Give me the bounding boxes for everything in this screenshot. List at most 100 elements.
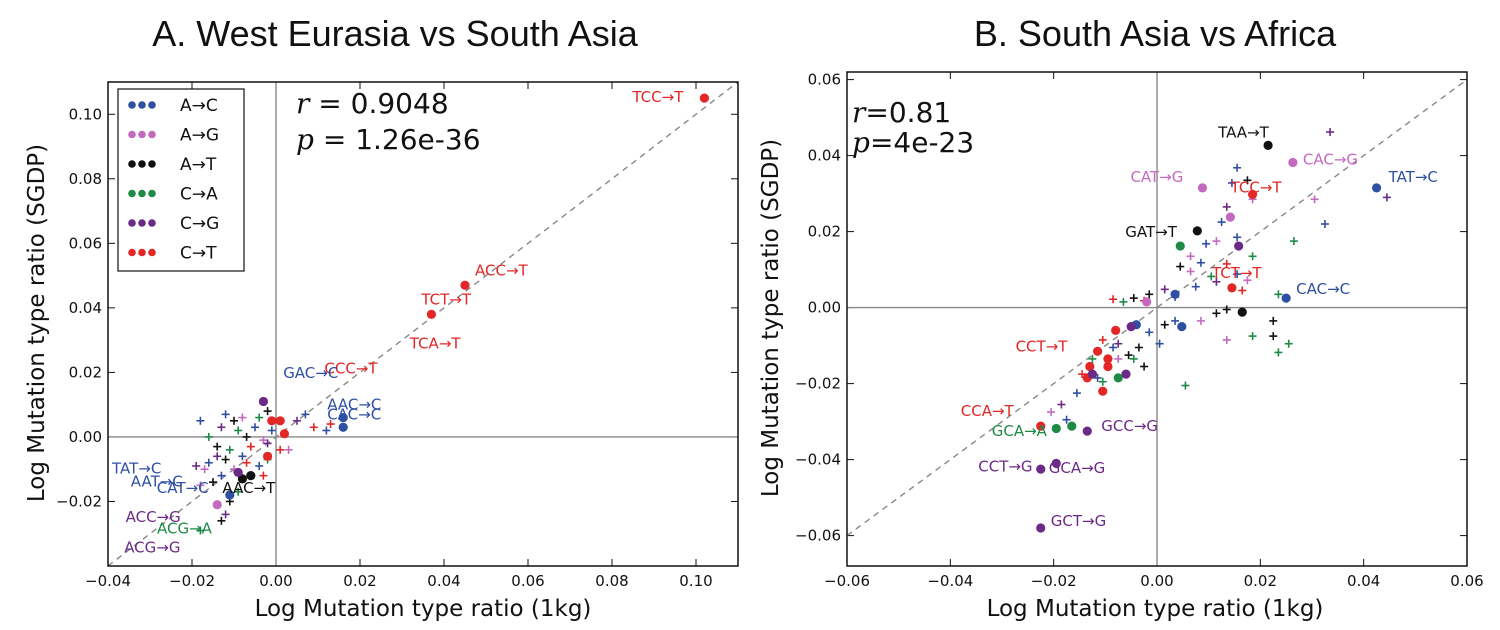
data-point-cross: [1248, 332, 1257, 341]
data-point-cross: [1274, 348, 1283, 357]
data-point-cross: [1196, 316, 1205, 325]
x-tick-label: 0.04: [1347, 572, 1380, 590]
data-point-cross: [1284, 339, 1293, 348]
legend-marker: [138, 101, 146, 109]
data-point-cross: [1171, 316, 1180, 325]
data-point-cross: [1212, 237, 1221, 246]
data-point-dot: [1197, 183, 1208, 193]
data-point-cross: [221, 455, 230, 464]
data-point-dot: [1098, 386, 1108, 396]
data-point-cross: [1248, 252, 1257, 261]
panel-a-frame: [107, 81, 739, 567]
data-point-dot: [1051, 458, 1061, 468]
data-point-dot: [1177, 322, 1187, 332]
legend-entry-label: A→T: [180, 155, 217, 175]
data-point-label: TCA→T: [409, 335, 462, 353]
data-point-dot: [233, 467, 243, 478]
legend-marker: [148, 130, 156, 139]
data-point-cross: [1207, 272, 1216, 281]
data-point-cross: [1269, 316, 1278, 325]
legend-marker: [148, 101, 156, 109]
data-point-cross: [1186, 252, 1195, 261]
data-point-label: TCC→T: [631, 88, 684, 106]
data-point-cross: [259, 436, 268, 445]
data-point-cross: [1098, 377, 1107, 386]
data-point-dot: [1126, 322, 1136, 332]
data-point-dot: [258, 396, 268, 407]
data-point-cross: [1129, 354, 1138, 363]
data-point-dot: [279, 429, 289, 439]
data-point-label: GAT→T: [1125, 223, 1177, 241]
data-point-cross: [234, 426, 243, 435]
data-point-dot: [1281, 293, 1291, 303]
data-point-cross: [1320, 220, 1329, 228]
data-point-dot: [1087, 369, 1098, 379]
data-point-label: TCC→T: [1230, 178, 1283, 196]
data-point-dot: [1121, 369, 1131, 379]
legend-entry-label: C→G: [180, 214, 219, 234]
data-point-label: ACC→G: [126, 508, 181, 526]
data-point-dot: [1237, 307, 1247, 317]
data-point-cross: [246, 442, 255, 451]
data-point-cross: [1289, 237, 1298, 246]
data-point-cross: [1243, 176, 1252, 185]
data-point-label: TAT→C: [111, 460, 161, 478]
data-point-cross: [1222, 305, 1231, 314]
panel-a: A. West Eurasia vs South Asia Log Mutati…: [24, 13, 739, 622]
data-point-cross: [1124, 351, 1133, 360]
x-tick-label: −0.06: [824, 572, 870, 590]
data-point-dot: [263, 451, 273, 461]
y-tick-label: −0.02: [56, 492, 102, 510]
legend-marker: [128, 101, 136, 109]
data-point-dot: [1092, 346, 1103, 356]
data-point-cross: [1129, 294, 1138, 303]
data-point-cross: [213, 452, 222, 461]
data-point-cross: [1160, 320, 1169, 329]
data-point-cross: [217, 423, 226, 432]
data-point-label: CCT→G: [978, 457, 1032, 475]
legend-marker: [138, 248, 146, 257]
legend-marker: [128, 219, 136, 227]
panel-b-x-axis-label: Log Mutation type ratio (1kg): [987, 596, 1324, 622]
data-point-cross: [1098, 335, 1107, 344]
data-point-cross: [217, 516, 226, 525]
data-point-label: CCT→T: [1016, 337, 1069, 355]
panel-b-title: B. South Asia vs Africa: [974, 13, 1337, 54]
data-point-dot: [1036, 464, 1046, 474]
data-point-cross: [322, 426, 331, 435]
data-point-cross: [242, 458, 251, 467]
panel-b-plot-area: TAA→T CAC→G CAT→G TCC→T TAT→C GAT→T TCT→T CAC→C…: [846, 72, 1468, 566]
data-point-dot: [1225, 212, 1235, 222]
panel-a-title: A. West Eurasia vs South Asia: [152, 13, 639, 54]
data-point-dot: [338, 422, 348, 432]
data-point-cross: [1191, 282, 1200, 291]
data-point-cross: [1160, 285, 1169, 294]
x-tick-label: 0.02: [1244, 572, 1277, 590]
legend-marker: [148, 160, 156, 168]
data-point-dot: [1371, 183, 1382, 193]
data-point-dot: [1142, 297, 1152, 307]
data-point-cross: [1176, 262, 1185, 271]
panel-a-y-axis-label: Log Mutation type ratio (SGDP): [24, 144, 50, 502]
data-point-cross: [1145, 290, 1154, 299]
y-tick-label: 0.02: [69, 363, 102, 381]
data-point-label: ACG→A: [157, 520, 213, 538]
data-point-cross: [192, 461, 201, 470]
data-point-cross: [225, 445, 234, 454]
data-point-dot: [1288, 157, 1298, 168]
data-point-cross: [293, 416, 301, 425]
y-tick-label: 0.10: [69, 105, 102, 123]
y-tick-label: −0.06: [795, 527, 841, 545]
data-point-cross: [234, 487, 243, 496]
data-point-cross: [1212, 309, 1221, 318]
data-point-dot: [1175, 241, 1185, 251]
data-point-cross: [196, 481, 205, 490]
data-point-label: TAT→C: [1388, 168, 1438, 186]
data-point-dot: [1227, 283, 1237, 293]
y-tick-label: 0.08: [69, 170, 102, 188]
data-point-cross: [1222, 202, 1231, 211]
data-point-dot: [1067, 421, 1077, 431]
data-point-dot: [1170, 289, 1180, 299]
data-point-cross: [238, 452, 247, 461]
